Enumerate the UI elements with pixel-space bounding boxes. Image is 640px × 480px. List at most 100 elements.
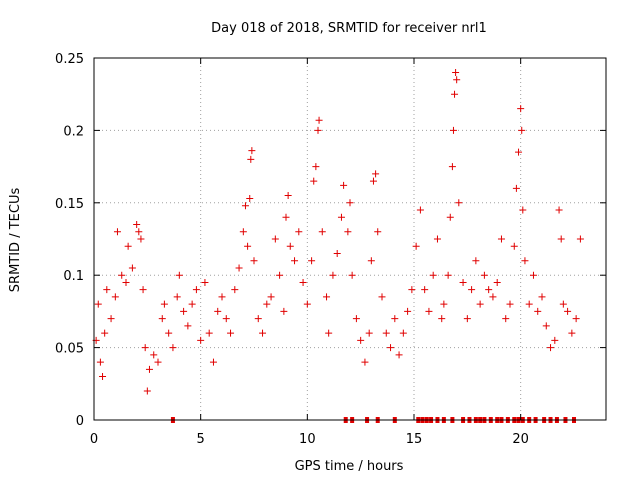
data-point (480, 271, 488, 279)
data-point (449, 126, 457, 134)
data-point (263, 300, 271, 308)
data-point (361, 358, 369, 366)
data-point (175, 271, 183, 279)
grid-lines (94, 58, 606, 420)
data-point (145, 365, 153, 373)
data-point (572, 315, 580, 323)
data-point (408, 286, 416, 294)
data-point (128, 264, 136, 272)
data-point (547, 344, 555, 352)
data-point (103, 286, 111, 294)
data-point (271, 235, 279, 243)
data-point (374, 228, 382, 236)
data-point (404, 307, 412, 315)
data-point (337, 213, 345, 221)
data-point (113, 228, 121, 236)
y-tick-label: 0 (76, 414, 84, 429)
data-point (518, 126, 526, 134)
plot-frame (93, 57, 607, 421)
data-point (323, 293, 331, 301)
data-point (325, 329, 333, 337)
data-point (315, 116, 323, 124)
x-axis-label: GPS time / hours (295, 459, 404, 474)
data-point (118, 271, 126, 279)
y-tick-label: 0.15 (55, 197, 84, 212)
data-point (143, 387, 151, 395)
data-point (188, 300, 196, 308)
data-point (506, 300, 514, 308)
data-point (96, 358, 104, 366)
data-point (205, 329, 213, 337)
data-point (444, 271, 452, 279)
data-point (534, 307, 542, 315)
data-point (365, 329, 373, 337)
data-point (463, 315, 471, 323)
data-point (107, 315, 115, 323)
data-point (502, 315, 510, 323)
data-point (192, 286, 200, 294)
data-point (184, 322, 192, 330)
data-point (329, 271, 337, 279)
data-point (318, 228, 326, 236)
y-axis-label: SRMTID / TECUs (8, 188, 23, 293)
data-point (250, 257, 258, 265)
data-point (173, 293, 181, 301)
y-tick-label: 0.25 (55, 52, 84, 67)
x-tick-label: 10 (299, 432, 316, 447)
data-point (154, 358, 162, 366)
data-point (369, 177, 377, 185)
data-point (286, 242, 294, 250)
data-point (515, 148, 523, 156)
data-point (451, 90, 459, 98)
data-point (372, 170, 380, 178)
x-tick-label: 15 (406, 432, 423, 447)
data-point (468, 286, 476, 294)
data-point (425, 307, 433, 315)
data-point (493, 278, 501, 286)
data-point (538, 293, 546, 301)
data-point (218, 293, 226, 301)
data-point (564, 307, 572, 315)
data-point (395, 351, 403, 359)
data-point (139, 286, 147, 294)
data-point (94, 300, 102, 308)
data-point (314, 126, 322, 134)
data-point (542, 322, 550, 330)
data-point (169, 344, 177, 352)
data-point (382, 329, 390, 337)
data-point (150, 351, 158, 359)
data-point (348, 271, 356, 279)
data-point (276, 271, 284, 279)
data-point (412, 242, 420, 250)
data-point (135, 228, 143, 236)
data-point (137, 235, 145, 243)
data-point (455, 199, 463, 207)
data-point (160, 300, 168, 308)
data-point (308, 257, 316, 265)
data-point (340, 181, 348, 189)
data-point (440, 300, 448, 308)
data-point (510, 242, 518, 250)
data-point (201, 278, 209, 286)
data-point (280, 307, 288, 315)
data-point (438, 315, 446, 323)
data-point (122, 278, 130, 286)
data-point (512, 184, 520, 192)
data-point (333, 249, 341, 257)
data-point (209, 358, 217, 366)
data-point (352, 315, 360, 323)
data-point (222, 315, 230, 323)
data-point (378, 293, 386, 301)
data-point (433, 235, 441, 243)
data-point (248, 147, 256, 155)
data-point (133, 221, 141, 229)
data-point (357, 336, 365, 344)
data-point (344, 228, 352, 236)
data-point (568, 329, 576, 337)
data-point (551, 336, 559, 344)
data-point (399, 329, 407, 337)
data-point (452, 68, 460, 76)
data-point (180, 307, 188, 315)
data-point (244, 242, 252, 250)
data-point (141, 344, 149, 352)
